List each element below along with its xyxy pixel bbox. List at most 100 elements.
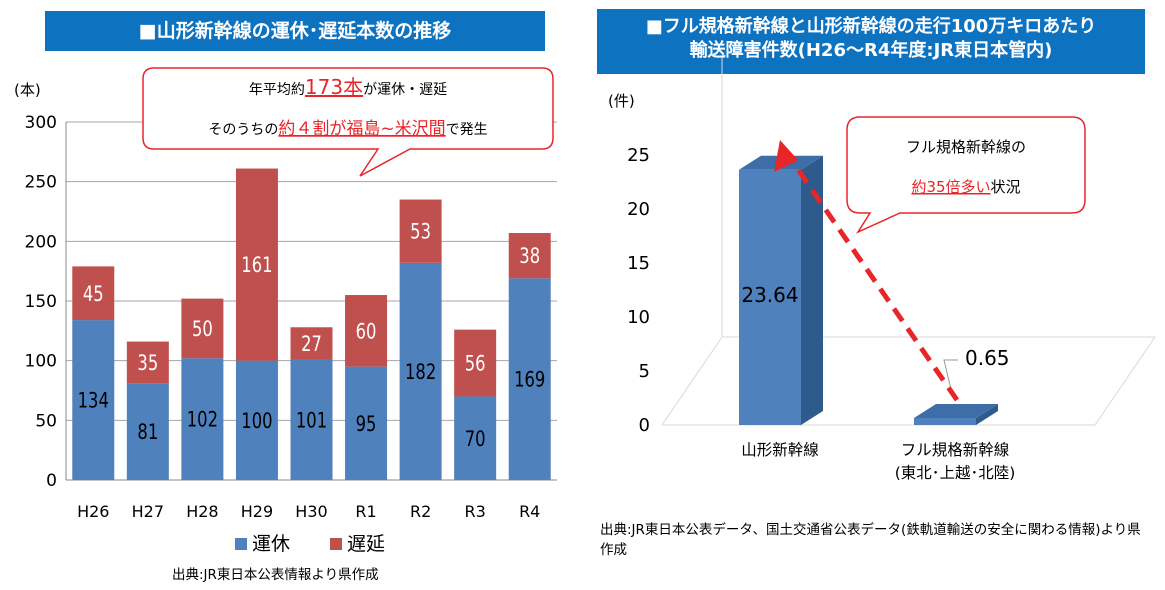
comparison-arrow <box>787 156 960 402</box>
y-tick-label: 300 <box>25 113 57 133</box>
left-callout-line1: 年平均約173本が運休・遅延 <box>249 75 447 99</box>
left-source-note: 出典:JR東日本公表情報より県作成 <box>172 567 379 583</box>
bar-segment-chien <box>508 232 551 279</box>
right-y-unit: (件) <box>608 92 635 110</box>
y-tick-label: 0 <box>46 471 57 491</box>
legend-label-unkyu: 運休 <box>252 533 290 555</box>
callout-highlight: 約35倍多い <box>911 178 990 196</box>
x-tick-label: (東北･上越･北陸) <box>895 464 1016 482</box>
left-callout-line2: そのうちの約４割が福島~米沢間で発生 <box>208 119 487 139</box>
y-tick-label: 20 <box>627 199 650 220</box>
data-label: 38 <box>519 245 540 268</box>
data-label: 161 <box>241 254 272 277</box>
bar-side <box>801 155 823 426</box>
data-label: 35 <box>137 352 158 375</box>
data-label: 100 <box>241 410 272 433</box>
x-tick-label: フル規格新幹線 <box>901 440 1010 459</box>
y-tick-label: 250 <box>25 173 57 193</box>
bar <box>739 169 801 425</box>
data-label: 0.65 <box>965 346 1010 370</box>
bar-segment-chien <box>454 329 497 397</box>
y-tick-label: 100 <box>25 352 57 372</box>
x-tick-label: H28 <box>186 502 218 521</box>
bar-segment-unkyu <box>345 366 388 480</box>
data-label: 50 <box>192 318 213 341</box>
y-tick-label: 0 <box>639 415 650 436</box>
bar-segment-chien <box>235 168 278 361</box>
callout-text: 年平均約 <box>249 82 305 98</box>
data-label: 101 <box>296 409 327 432</box>
right-callout-line1: フル規格新幹線の <box>906 138 1026 156</box>
legend-swatch-unkyu <box>235 538 247 550</box>
y-tick-label: 10 <box>627 307 650 328</box>
bar-segment-chien <box>345 295 388 367</box>
legend-label-chien: 遅延 <box>347 533 385 555</box>
right-title-line2: 輸送障害件数(H26～R4年度:JR東日本管内) <box>689 40 1053 61</box>
bar-side <box>976 403 998 425</box>
right-source-note: 出典:JR東日本公表データ、国土交通省公表データ(鉄軌道輸送の安全に関わる情報)… <box>600 522 1141 558</box>
right-callout-bubble <box>846 116 1086 234</box>
data-label: 45 <box>83 283 104 306</box>
data-label: 23.64 <box>741 283 798 307</box>
y-tick-label: 15 <box>627 253 650 274</box>
data-label: 95 <box>356 413 377 436</box>
data-label: 56 <box>465 353 486 376</box>
left-y-unit: (本) <box>14 81 41 99</box>
y-tick-label: 150 <box>25 292 57 312</box>
data-label: 134 <box>78 390 109 413</box>
stacked-bar-chart: (本) 0 50 100 150 200 250 300 134 45 H26 81 35 H27 102 5… <box>14 67 557 555</box>
x-tick-label: H30 <box>295 502 327 521</box>
x-tick-label: H29 <box>241 502 273 521</box>
x-tick-label: R4 <box>519 502 540 521</box>
bar-segment-chien <box>72 266 115 321</box>
bar-segment-unkyu <box>235 360 278 480</box>
floor-edge <box>662 336 1156 426</box>
arrow-head <box>774 140 798 172</box>
bar-segment-unkyu <box>399 262 442 480</box>
data-label: 182 <box>405 361 436 384</box>
legend-swatch-chien <box>330 538 342 550</box>
y-tick-label: 5 <box>639 361 650 382</box>
x-tick-label: 山形新幹線 <box>741 440 819 459</box>
data-label: 102 <box>187 409 218 432</box>
x-tick-label: R2 <box>410 502 431 521</box>
x-tick-label: R3 <box>465 502 486 521</box>
data-label: 81 <box>137 421 158 444</box>
y-tick-label: 50 <box>35 411 57 431</box>
bar <box>914 417 976 425</box>
bar-segment-unkyu <box>290 359 333 480</box>
data-label: 27 <box>301 333 322 356</box>
x-tick-label: R1 <box>355 502 376 521</box>
callout-text: 状況 <box>991 178 1021 196</box>
right-callout-line2: 約35倍多い状況 <box>911 178 1020 196</box>
callout-text: が運休・遅延 <box>363 82 447 98</box>
left-chart-title: ■山形新幹線の運休･遅延本数の推移 <box>45 11 545 51</box>
callout-text: で発生 <box>446 122 488 138</box>
bar-segment-unkyu <box>181 358 224 480</box>
bar-segment-chien <box>290 327 333 360</box>
bar-segment-unkyu <box>508 278 551 480</box>
bar-top <box>739 155 823 170</box>
data-label: 60 <box>356 321 377 344</box>
bar-segment-chien <box>181 298 224 359</box>
y-tick-label: 25 <box>627 145 650 166</box>
callout-text: そのうちの <box>208 122 278 138</box>
bar-segment-unkyu <box>126 383 169 480</box>
leader-line <box>943 359 958 399</box>
x-tick-label: H27 <box>132 502 164 521</box>
right-title-line1: ■フル規格新幹線と山形新幹線の走行100万キロあたり <box>645 16 1097 37</box>
left-callout-bubble <box>142 67 554 177</box>
bar-segment-unkyu <box>454 396 497 480</box>
right-chart-title: ■フル規格新幹線と山形新幹線の走行100万キロあたり 輸送障害件数(H26～R4… <box>597 9 1145 74</box>
bar-segment-unkyu <box>72 320 115 480</box>
callout-highlight: 約４割が福島~米沢間 <box>278 119 445 139</box>
callout-highlight: 173本 <box>305 75 363 99</box>
bar-segment-chien <box>399 199 442 263</box>
data-label: 70 <box>465 428 486 451</box>
data-label: 169 <box>514 369 545 392</box>
side-wall-edge <box>661 57 723 426</box>
bar-segment-chien <box>126 341 169 384</box>
y-tick-label: 200 <box>25 232 57 252</box>
data-label: 53 <box>410 221 431 244</box>
x-tick-label: H26 <box>77 502 109 521</box>
